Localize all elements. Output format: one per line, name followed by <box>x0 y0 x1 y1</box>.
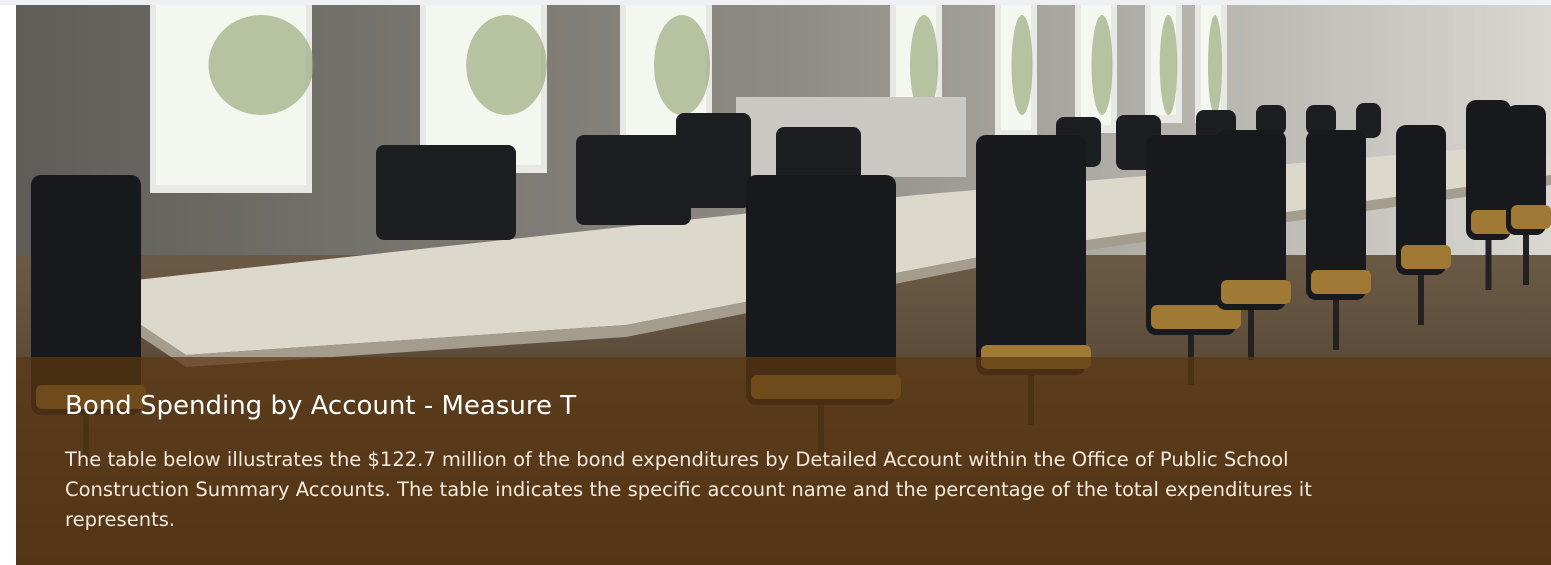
page: Bond Spending by Account {"header": {"ti… <box>0 0 1551 565</box>
chair-back <box>976 135 1086 375</box>
body: Bond Spending by Account - Measure T The… <box>0 0 1551 565</box>
tree <box>1012 15 1033 115</box>
chair-seat <box>1511 205 1551 229</box>
tree <box>209 15 314 115</box>
chair-seat <box>1311 270 1371 294</box>
chair-back <box>676 113 751 208</box>
chair-seat <box>1401 245 1451 269</box>
tree <box>1160 15 1178 115</box>
chair-back <box>576 135 691 225</box>
tree <box>1208 15 1222 115</box>
banner-description: The table below illustrates the $122.7 m… <box>65 445 1365 535</box>
hero-banner: Bond Spending by Account - Measure T The… <box>16 5 1551 565</box>
tree <box>466 15 547 115</box>
tree <box>1092 15 1113 115</box>
chair-back <box>376 145 516 240</box>
chair-seat <box>1221 280 1291 304</box>
tree <box>654 15 710 115</box>
banner-title: Bond Spending by Account - Measure T <box>65 391 576 421</box>
